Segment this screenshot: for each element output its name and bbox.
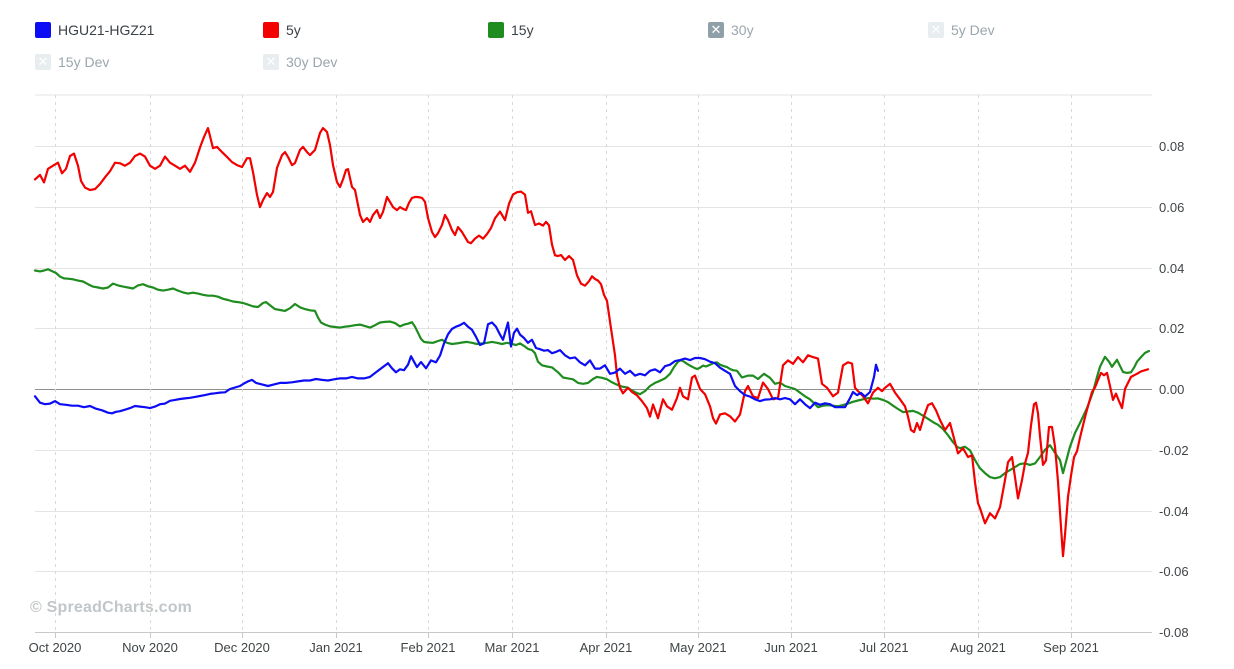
x-axis-label: Aug 2021 bbox=[950, 640, 1006, 655]
x-axis-label: May 2021 bbox=[669, 640, 726, 655]
spreadcharts-watermark: © SpreadCharts.com bbox=[30, 599, 193, 616]
x-axis-labels: Oct 2020 Nov 2020 Dec 2020 Jan 2021 Feb 2021… bbox=[29, 640, 1099, 655]
x-axis-label: Oct 2020 bbox=[29, 640, 82, 655]
series-line-5y bbox=[33, 127, 1150, 558]
legend-item-label: 15y bbox=[511, 21, 534, 38]
checkbox-x-icon: ✕ bbox=[710, 21, 722, 37]
x-axis-label: Apr 2021 bbox=[580, 640, 633, 655]
legend-item-label: 30y Dev bbox=[286, 53, 338, 70]
y-axis-labels: 0.08 0.06 0.04 0.02 0.00 -0.02 -0.04 -0.06 -0.08 bbox=[1159, 139, 1189, 640]
x-axis-label: Jan 2021 bbox=[309, 640, 363, 655]
checkbox-x-icon: ✕ bbox=[265, 53, 277, 69]
series-color-swatch: ✕ bbox=[708, 21, 724, 38]
x-axis-label: Jun 2021 bbox=[764, 640, 818, 655]
y-axis-label: 0.06 bbox=[1159, 200, 1184, 215]
legend-item-label: 5y Dev bbox=[951, 21, 995, 38]
legend-item-hgu21-hgz21[interactable]: HGU21-HGZ21 bbox=[35, 21, 154, 38]
legend-item-30y-dev[interactable]: ✕ 30y Dev bbox=[263, 53, 337, 70]
legend-item-30y[interactable]: ✕ 30y bbox=[708, 21, 754, 38]
x-axis-label: Sep 2021 bbox=[1043, 640, 1099, 655]
series-color-swatch: ✕ bbox=[928, 21, 944, 38]
legend-item-label: 30y bbox=[731, 21, 754, 38]
series-color-swatch bbox=[35, 21, 51, 38]
series-color-swatch: ✕ bbox=[263, 53, 279, 70]
y-axis-label: 0.08 bbox=[1159, 139, 1184, 154]
series-lines bbox=[33, 127, 1151, 558]
checkbox-x-icon: ✕ bbox=[37, 53, 49, 69]
y-axis-label: -0.08 bbox=[1159, 625, 1189, 640]
y-axis-label: -0.06 bbox=[1159, 564, 1189, 579]
series-color-swatch bbox=[488, 21, 504, 38]
legend-item-15y[interactable]: 15y bbox=[488, 21, 534, 38]
x-axis-label: Nov 2020 bbox=[122, 640, 178, 655]
legend-item-5y-dev[interactable]: ✕ 5y Dev bbox=[928, 21, 995, 38]
legend-item-label: HGU21-HGZ21 bbox=[58, 21, 155, 38]
y-axis-label: -0.04 bbox=[1159, 504, 1189, 519]
legend-item-5y[interactable]: 5y bbox=[263, 21, 301, 38]
y-axis-label: -0.02 bbox=[1159, 443, 1189, 458]
x-axis-label: Mar 2021 bbox=[485, 640, 540, 655]
series-color-swatch: ✕ bbox=[35, 53, 51, 70]
series-color-swatch bbox=[263, 21, 279, 38]
legend-item-label: 15y Dev bbox=[58, 53, 110, 70]
y-axis-label: 0.02 bbox=[1159, 321, 1184, 336]
y-axis-label: 0.00 bbox=[1159, 382, 1184, 397]
series-line-hgu21-hgz21 bbox=[33, 321, 880, 415]
series-line-15y bbox=[33, 268, 1151, 480]
legend-item-label: 5y bbox=[286, 21, 301, 38]
y-gridlines bbox=[35, 94, 1152, 633]
x-axis-label: Jul 2021 bbox=[859, 640, 908, 655]
checkbox-x-icon: ✕ bbox=[930, 21, 942, 37]
legend-item-15y-dev[interactable]: ✕ 15y Dev bbox=[35, 53, 109, 70]
y-axis-label: 0.04 bbox=[1159, 261, 1184, 276]
x-axis-label: Dec 2020 bbox=[214, 640, 270, 655]
x-axis-label: Feb 2021 bbox=[401, 640, 456, 655]
